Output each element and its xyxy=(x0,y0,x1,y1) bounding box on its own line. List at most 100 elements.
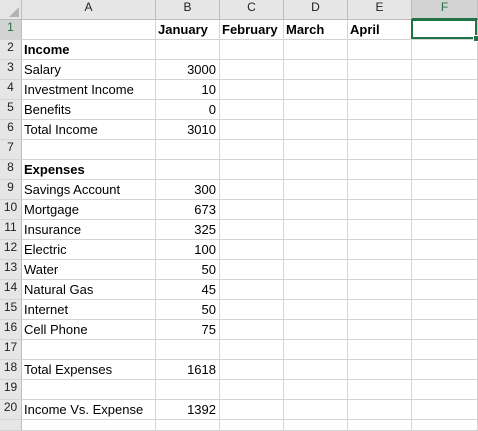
cell-january-value[interactable]: 3000 xyxy=(156,60,220,80)
cell-empty[interactable] xyxy=(348,260,412,280)
cell-label[interactable] xyxy=(22,340,156,360)
cell-empty[interactable] xyxy=(220,140,284,160)
cell-january-value[interactable]: 50 xyxy=(156,260,220,280)
cell-empty[interactable] xyxy=(284,360,348,380)
cell-empty[interactable] xyxy=(348,120,412,140)
cell-empty[interactable] xyxy=(348,360,412,380)
cell-empty[interactable] xyxy=(284,320,348,340)
cell-empty[interactable] xyxy=(220,380,284,400)
cell-empty[interactable] xyxy=(284,80,348,100)
cell-empty[interactable] xyxy=(348,300,412,320)
cell-empty[interactable] xyxy=(220,120,284,140)
row-header[interactable]: 10 xyxy=(0,200,22,220)
cell-label[interactable] xyxy=(22,140,156,160)
cell-label[interactable]: Savings Account xyxy=(22,180,156,200)
cell-empty[interactable] xyxy=(220,180,284,200)
cell-empty[interactable] xyxy=(348,160,412,180)
cell-january-value[interactable]: 100 xyxy=(156,240,220,260)
cell-label[interactable]: Salary xyxy=(22,60,156,80)
row-header[interactable]: 3 xyxy=(0,60,22,80)
cell-label[interactable]: Electric xyxy=(22,240,156,260)
cell-label[interactable]: Water xyxy=(22,260,156,280)
cell-empty[interactable] xyxy=(348,400,412,420)
cell-empty[interactable] xyxy=(220,160,284,180)
column-header-b[interactable]: B xyxy=(156,0,220,20)
cell-january-value[interactable]: 75 xyxy=(156,320,220,340)
cell-empty[interactable] xyxy=(220,300,284,320)
cell-empty[interactable] xyxy=(348,60,412,80)
cell-empty[interactable] xyxy=(412,300,478,320)
cell-empty[interactable] xyxy=(284,380,348,400)
cell-label[interactable]: Total Expenses xyxy=(22,360,156,380)
cell-label[interactable]: Mortgage xyxy=(22,200,156,220)
cell-empty[interactable] xyxy=(412,160,478,180)
cell-empty[interactable] xyxy=(220,100,284,120)
cell-empty[interactable] xyxy=(412,360,478,380)
cell-label[interactable]: Insurance xyxy=(22,220,156,240)
fill-handle[interactable] xyxy=(473,35,478,42)
cell-month-header[interactable]: March xyxy=(284,20,348,40)
cell-a1[interactable] xyxy=(22,20,156,40)
cell-empty[interactable] xyxy=(220,420,284,431)
cell-empty[interactable] xyxy=(348,140,412,160)
cell-empty[interactable] xyxy=(220,400,284,420)
cell-january-value[interactable]: 3010 xyxy=(156,120,220,140)
cell-january-value[interactable] xyxy=(156,160,220,180)
cell-january-value[interactable]: 673 xyxy=(156,200,220,220)
row-header[interactable]: 15 xyxy=(0,300,22,320)
cell-january-value[interactable]: 1618 xyxy=(156,360,220,380)
cell-empty[interactable] xyxy=(284,300,348,320)
row-header[interactable]: 11 xyxy=(0,220,22,240)
cell-empty[interactable] xyxy=(412,100,478,120)
cell-empty[interactable] xyxy=(348,380,412,400)
cell-empty[interactable] xyxy=(284,140,348,160)
cell-label[interactable]: Income xyxy=(22,40,156,60)
row-header[interactable]: 12 xyxy=(0,240,22,260)
cell-empty[interactable] xyxy=(220,280,284,300)
cell-empty[interactable] xyxy=(412,180,478,200)
cell-label[interactable]: Cell Phone xyxy=(22,320,156,340)
cell-month-header[interactable]: April xyxy=(348,20,412,40)
cell-empty[interactable] xyxy=(412,280,478,300)
cell-january-value[interactable]: 0 xyxy=(156,100,220,120)
cell-empty[interactable] xyxy=(220,240,284,260)
row-header[interactable]: 13 xyxy=(0,260,22,280)
cell-label[interactable]: Investment Income xyxy=(22,80,156,100)
column-header-d[interactable]: D xyxy=(284,0,348,20)
cell-empty[interactable] xyxy=(284,60,348,80)
column-header-f[interactable]: F xyxy=(412,0,478,20)
cell-empty[interactable] xyxy=(348,420,412,431)
cell-empty[interactable] xyxy=(220,320,284,340)
row-header[interactable]: 8 xyxy=(0,160,22,180)
cell-empty[interactable] xyxy=(412,380,478,400)
cell-january-value[interactable] xyxy=(156,140,220,160)
cell-january-value[interactable]: 1392 xyxy=(156,400,220,420)
row-header[interactable]: 7 xyxy=(0,140,22,160)
cell-empty[interactable] xyxy=(348,220,412,240)
cell-empty[interactable] xyxy=(348,180,412,200)
cell-empty[interactable] xyxy=(284,40,348,60)
cell-empty[interactable] xyxy=(348,40,412,60)
row-header[interactable]: 18 xyxy=(0,360,22,380)
cell-empty[interactable] xyxy=(220,80,284,100)
cell-empty[interactable] xyxy=(412,260,478,280)
row-header[interactable]: 4 xyxy=(0,80,22,100)
cell-label[interactable]: Natural Gas xyxy=(22,280,156,300)
cell-empty[interactable] xyxy=(348,80,412,100)
cell-january-value[interactable]: 45 xyxy=(156,280,220,300)
row-header[interactable]: 1 xyxy=(0,20,22,40)
row-header[interactable]: 6 xyxy=(0,120,22,140)
cell-empty[interactable] xyxy=(284,340,348,360)
select-all-corner[interactable] xyxy=(0,0,22,20)
row-header[interactable] xyxy=(0,420,22,431)
cell-empty[interactable] xyxy=(220,360,284,380)
cell-empty[interactable] xyxy=(220,60,284,80)
cell-empty[interactable] xyxy=(412,140,478,160)
row-header[interactable]: 19 xyxy=(0,380,22,400)
row-header[interactable]: 20 xyxy=(0,400,22,420)
cell-empty[interactable] xyxy=(412,420,478,431)
row-header[interactable]: 2 xyxy=(0,40,22,60)
row-header[interactable]: 5 xyxy=(0,100,22,120)
cell-january-value[interactable] xyxy=(156,340,220,360)
cell-empty[interactable] xyxy=(220,220,284,240)
